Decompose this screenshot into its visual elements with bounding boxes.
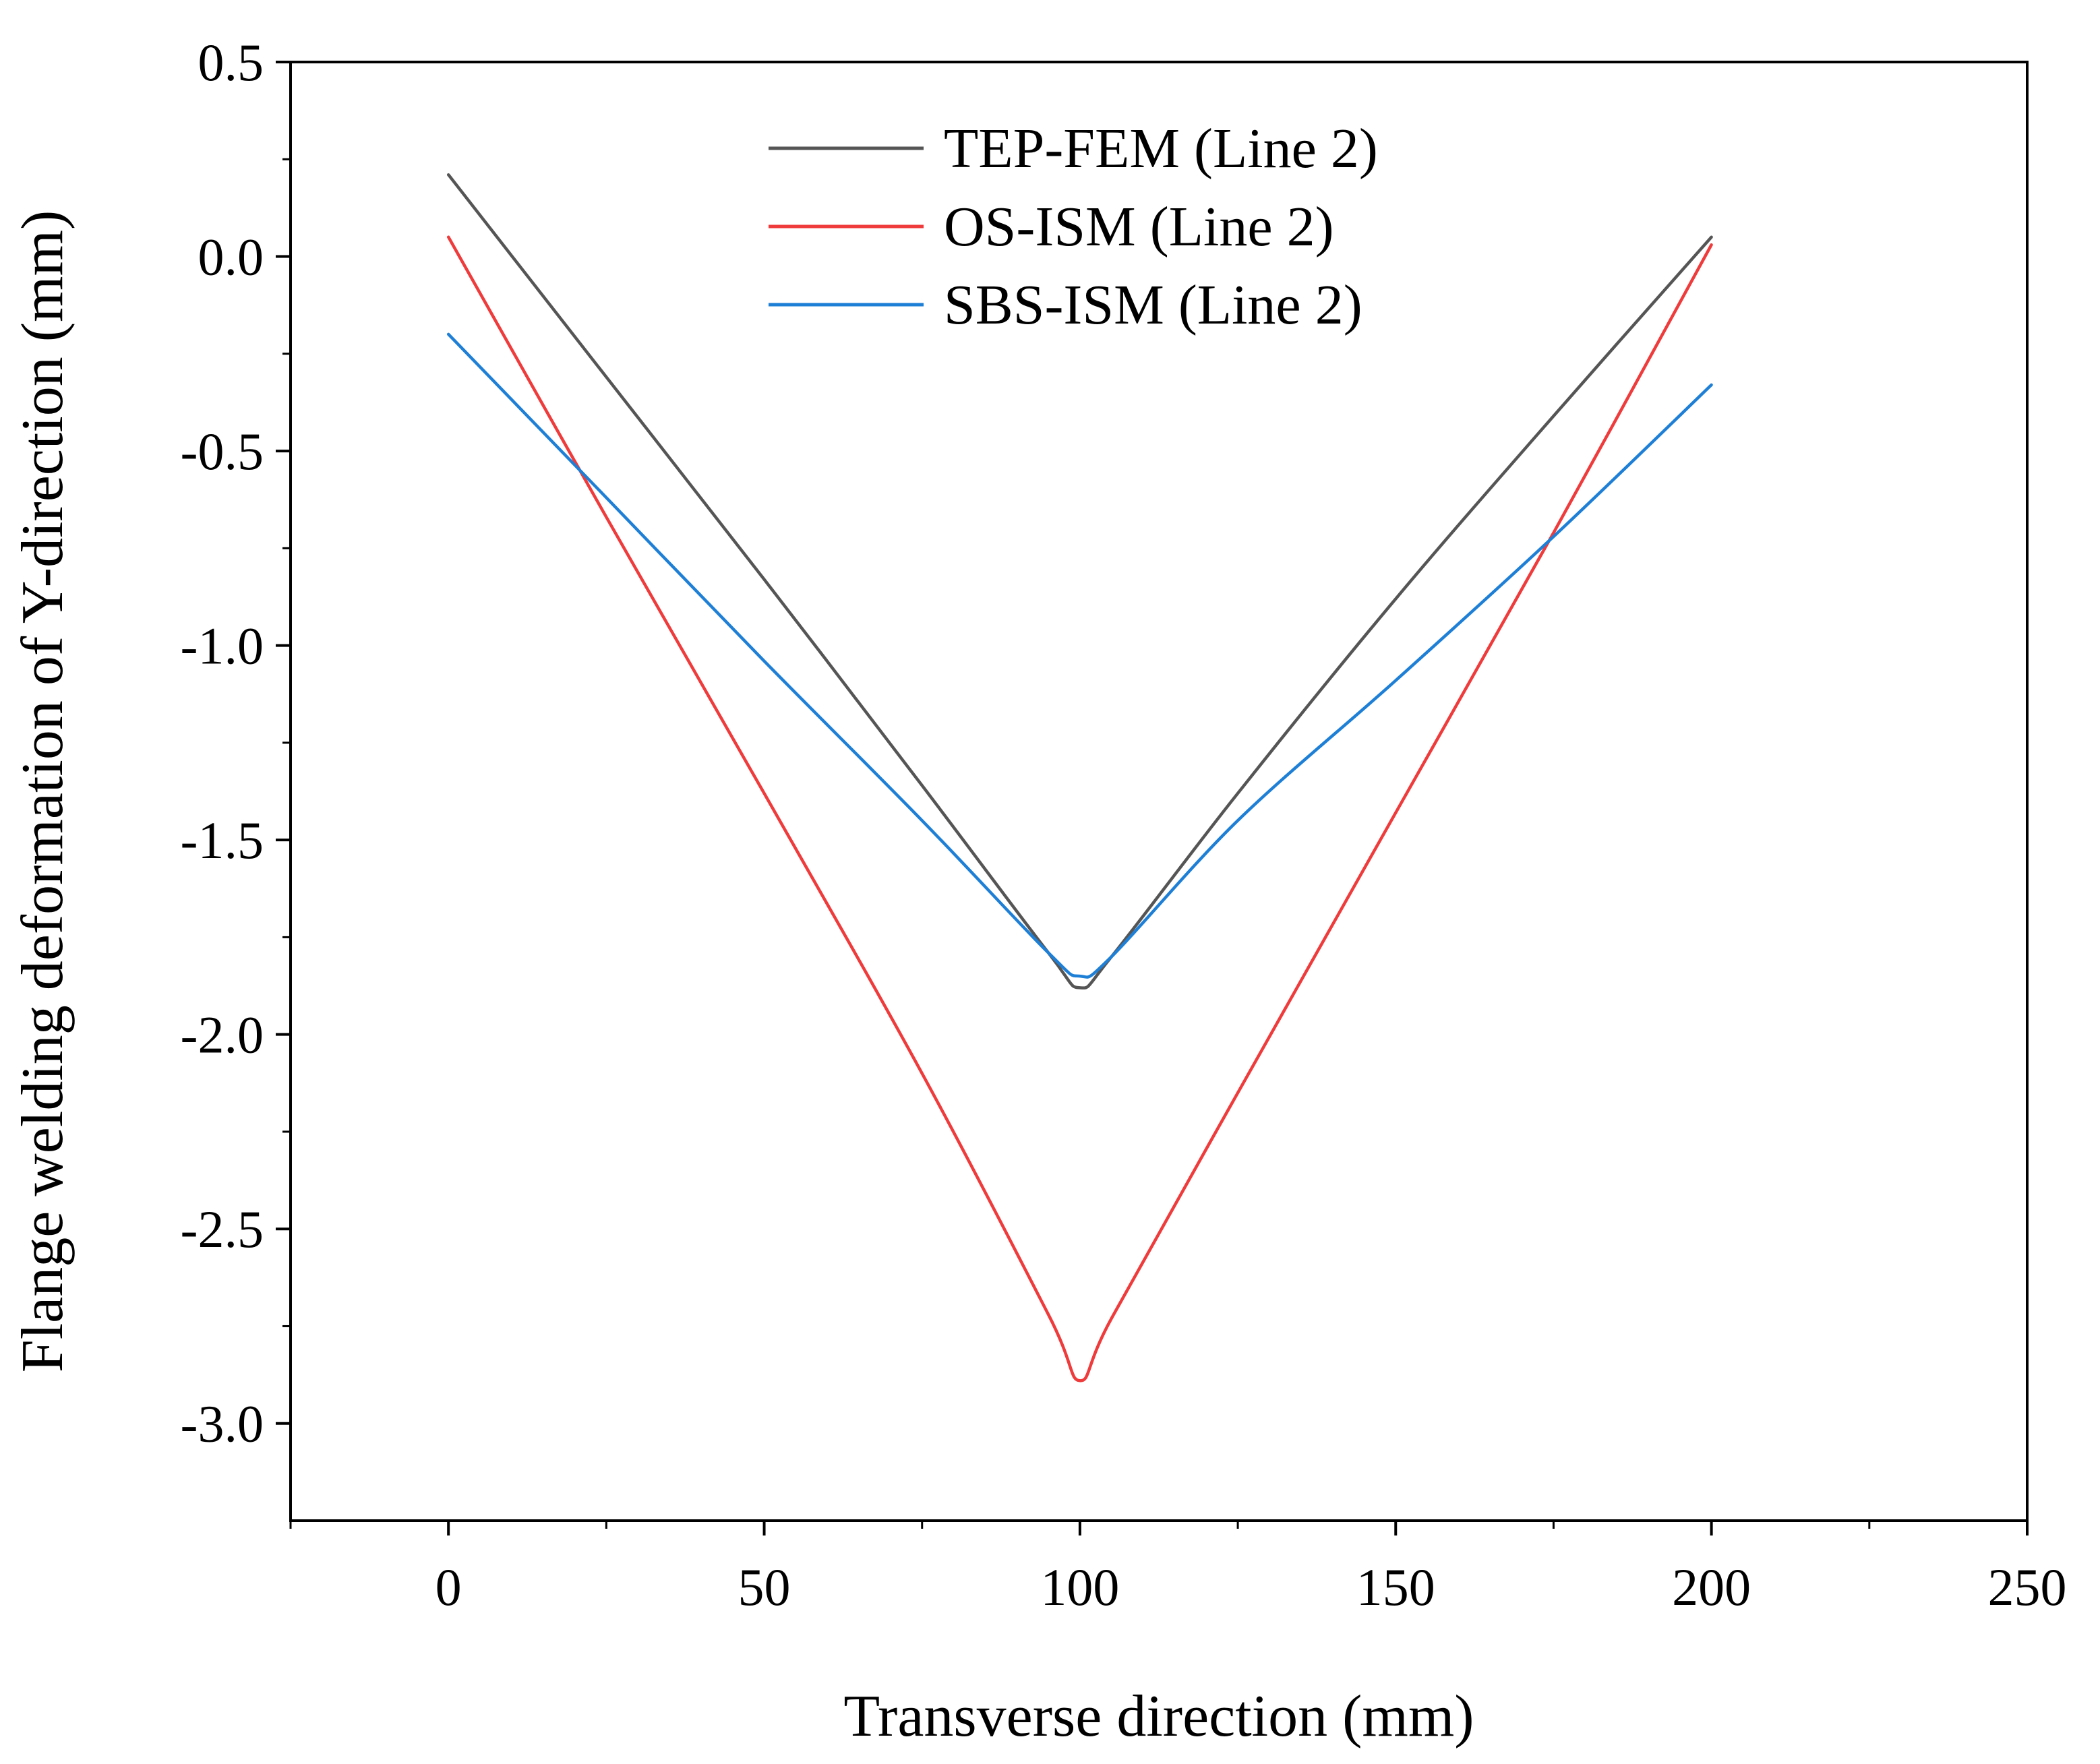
legend-label: TEP-FEM (Line 2) xyxy=(944,117,1378,180)
legend-label: OS-ISM (Line 2) xyxy=(944,195,1334,258)
x-axis: 0 50 100 150 200 250 xyxy=(289,1521,2067,1616)
series-line-0 xyxy=(446,173,1713,990)
y-tick-label: 0.5 xyxy=(198,33,264,92)
series-line-1 xyxy=(446,235,1713,1382)
x-axis-title: Transverse direction (mm) xyxy=(843,1684,1474,1749)
legend-label: SBS-ISM (Line 2) xyxy=(944,274,1362,336)
legend: TEP-FEM (Line 2) OS-ISM (Line 2) SBS-ISM (… xyxy=(769,117,1378,336)
y-tick-label: 0.0 xyxy=(198,228,264,286)
y-tick-label: -1.0 xyxy=(181,617,264,675)
series-layer xyxy=(446,173,1713,1382)
x-tick-label: 250 xyxy=(1988,1558,2067,1616)
y-tick-label: -1.5 xyxy=(181,811,264,870)
y-axis: 0.5 0.0 -0.5 -1.0 -1.5 -2.0 -2.5 -3.0 xyxy=(181,33,291,1453)
x-tick-label: 150 xyxy=(1356,1558,1435,1616)
y-tick-label: -3.0 xyxy=(181,1395,264,1453)
y-tick-label: -2.0 xyxy=(181,1006,264,1064)
series-line-2 xyxy=(446,332,1713,979)
y-tick-label: -2.5 xyxy=(181,1200,264,1258)
x-tick-label: 50 xyxy=(738,1558,791,1616)
x-tick-label: 100 xyxy=(1040,1558,1119,1616)
plot-frame xyxy=(289,61,2029,1522)
x-tick-label: 200 xyxy=(1672,1558,1751,1616)
y-tick-label: -0.5 xyxy=(181,422,264,481)
x-tick-label: 0 xyxy=(436,1558,462,1616)
y-axis-title: Flange welding deformation of Y-directio… xyxy=(10,210,76,1373)
